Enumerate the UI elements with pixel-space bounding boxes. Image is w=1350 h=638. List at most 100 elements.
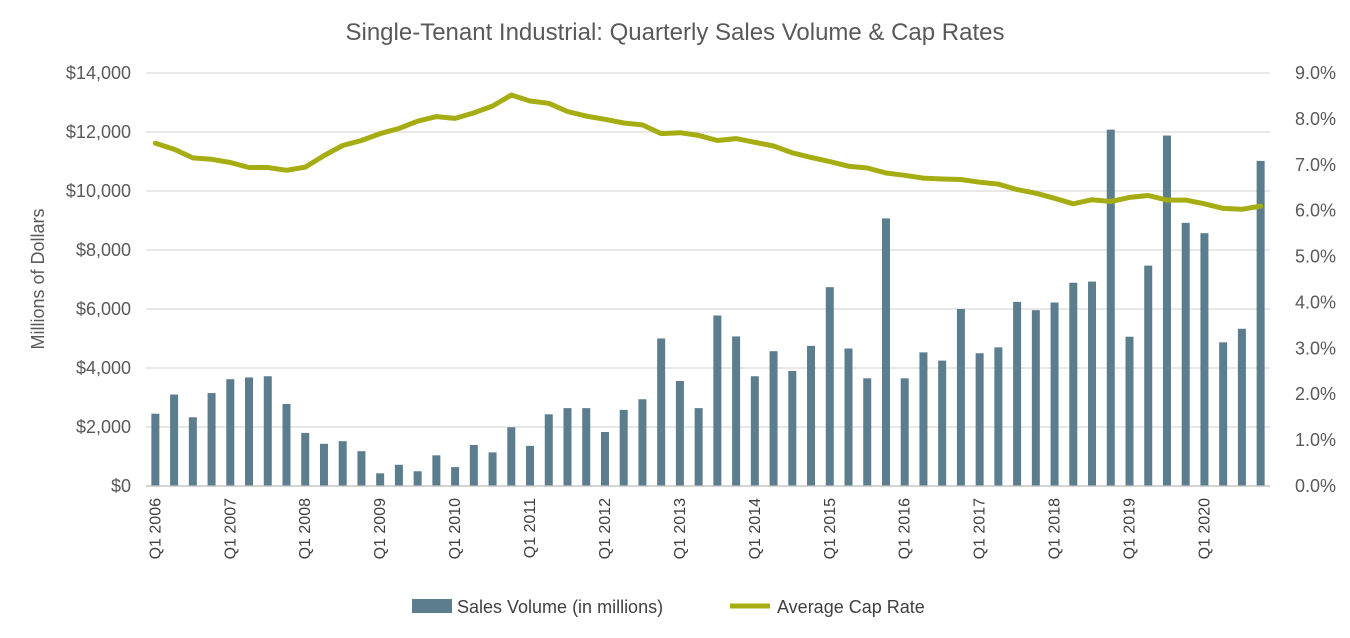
x-tick-label: Q1 2015 [822, 498, 839, 559]
x-tick-label: Q1 2009 [372, 498, 389, 559]
x-tick-label: Q1 2013 [672, 498, 689, 559]
y2-tick-label: 7.0% [1295, 155, 1336, 175]
cap-rate-point [791, 152, 793, 154]
cap-rate-point [286, 169, 287, 171]
sales-volume-bar [694, 408, 703, 486]
sales-volume-bar [526, 445, 535, 486]
cap-rate-point [154, 142, 156, 144]
y-tick-label: $0 [111, 476, 131, 496]
y-tick-label: $6,000 [76, 299, 131, 319]
sales-volume-bar [619, 409, 628, 486]
sales-volume-bar [600, 432, 609, 486]
axes: $0 $2,000 $4,000 $6,000 $8,000 $10,000 $12,000… [66, 63, 1336, 559]
sales-volume-bar [769, 351, 778, 486]
cap-rate-point [1185, 199, 1187, 201]
sales-volume-bar [301, 432, 310, 486]
cap-rate-line [152, 92, 1264, 212]
sales-volume-bar [451, 467, 460, 486]
sales-volume-bar [807, 345, 816, 486]
sales-volume-bar [319, 443, 328, 486]
y-tick-label: $8,000 [76, 240, 131, 260]
cap-rate-point [435, 116, 437, 118]
y2-tick-label: 8.0% [1295, 109, 1336, 129]
cap-rate-point [229, 161, 231, 163]
cap-rate-point [1260, 205, 1262, 207]
cap-rate-point [660, 133, 662, 135]
cap-rate-point [960, 178, 962, 180]
cap-rate-point [698, 134, 700, 136]
sales-volume-bar [469, 444, 478, 486]
cap-rate-point [1110, 200, 1112, 202]
y-axis-label: Millions of Dollars [28, 208, 48, 349]
sales-volume-bar [994, 347, 1003, 486]
cap-rate-point [192, 157, 194, 159]
sales-volume-bar [750, 376, 759, 486]
cap-rate-point [773, 145, 775, 147]
cap-rate-point [304, 166, 306, 168]
cap-rate-point [997, 183, 999, 185]
sales-volume-bar [1200, 233, 1209, 486]
cap-rate-point [716, 139, 718, 141]
cap-rate-point [454, 117, 456, 119]
sales-volume-bar [413, 471, 422, 486]
y2-tick-label: 4.0% [1295, 292, 1336, 312]
cap-rate-point [379, 133, 381, 135]
sales-volume-bar [1162, 135, 1171, 487]
cap-rate-point [1072, 203, 1074, 205]
sales-volume-bar [1106, 129, 1115, 486]
y-tick-label: $4,000 [76, 358, 131, 378]
cap-rate-point [398, 128, 400, 130]
cap-rate-point [173, 148, 175, 150]
cap-rate-point [323, 155, 325, 157]
x-tick-label: Q1 2018 [1047, 498, 1064, 559]
cap-rate-point [510, 94, 512, 96]
sales-volume-bar [507, 427, 516, 486]
sales-volume-bar [825, 287, 834, 486]
legend: Sales Volume (in millions) Average Cap R… [412, 597, 925, 617]
y-tick-label: $12,000 [66, 122, 131, 142]
bar-series-sales-volume [151, 129, 1265, 487]
sales-volume-bar [1050, 302, 1059, 486]
legend-label-sales-volume: Sales Volume (in millions) [457, 597, 663, 617]
sales-volume-bar [170, 394, 179, 486]
y-tick-label: $10,000 [66, 181, 131, 201]
sales-volume-bar [563, 408, 572, 486]
cap-rate-point [417, 120, 419, 122]
sales-volume-bar [282, 403, 291, 486]
x-tick-label: Q1 2019 [1122, 498, 1139, 559]
x-tick-label: Q1 2008 [297, 498, 314, 559]
y2-tick-label: 3.0% [1295, 338, 1336, 358]
sales-volume-bar [338, 441, 347, 486]
y2-tick-label: 1.0% [1295, 430, 1336, 450]
y-tick-label: $14,000 [66, 63, 131, 83]
cap-rate-point [342, 145, 344, 147]
cap-rate-point [754, 141, 756, 143]
sales-volume-bar [1125, 336, 1134, 486]
cap-rate-point [904, 174, 906, 176]
sales-volume-bar [919, 352, 928, 486]
chart-title: Single-Tenant Industrial: Quarterly Sale… [345, 19, 1004, 46]
cap-rate-point [267, 167, 269, 169]
cap-rate-point [1054, 197, 1056, 199]
cap-rate-point [735, 138, 737, 140]
sales-volume-bar [1013, 301, 1022, 486]
cap-rate-point [548, 102, 550, 104]
cap-rate-point [1241, 208, 1243, 210]
cap-rate-point [492, 105, 494, 107]
sales-volume-bar [1256, 160, 1265, 486]
x-tick-label: Q1 2020 [1196, 498, 1213, 559]
cap-rate-point [1129, 196, 1130, 198]
legend-swatch-sales-volume [412, 599, 452, 613]
sales-volume-bar [1144, 265, 1153, 486]
sales-volume-bar [1088, 281, 1097, 486]
cap-rate-point [1166, 199, 1168, 201]
cap-rate-point [1203, 203, 1205, 205]
sales-volume-bar [956, 309, 965, 486]
cap-rate-point [829, 161, 831, 163]
y2-tick-label: 9.0% [1295, 63, 1336, 83]
cap-rate-point [1016, 189, 1018, 191]
sales-volume-bar [844, 348, 853, 486]
cap-rate-point [1091, 199, 1093, 201]
sales-volume-bar [938, 360, 947, 486]
